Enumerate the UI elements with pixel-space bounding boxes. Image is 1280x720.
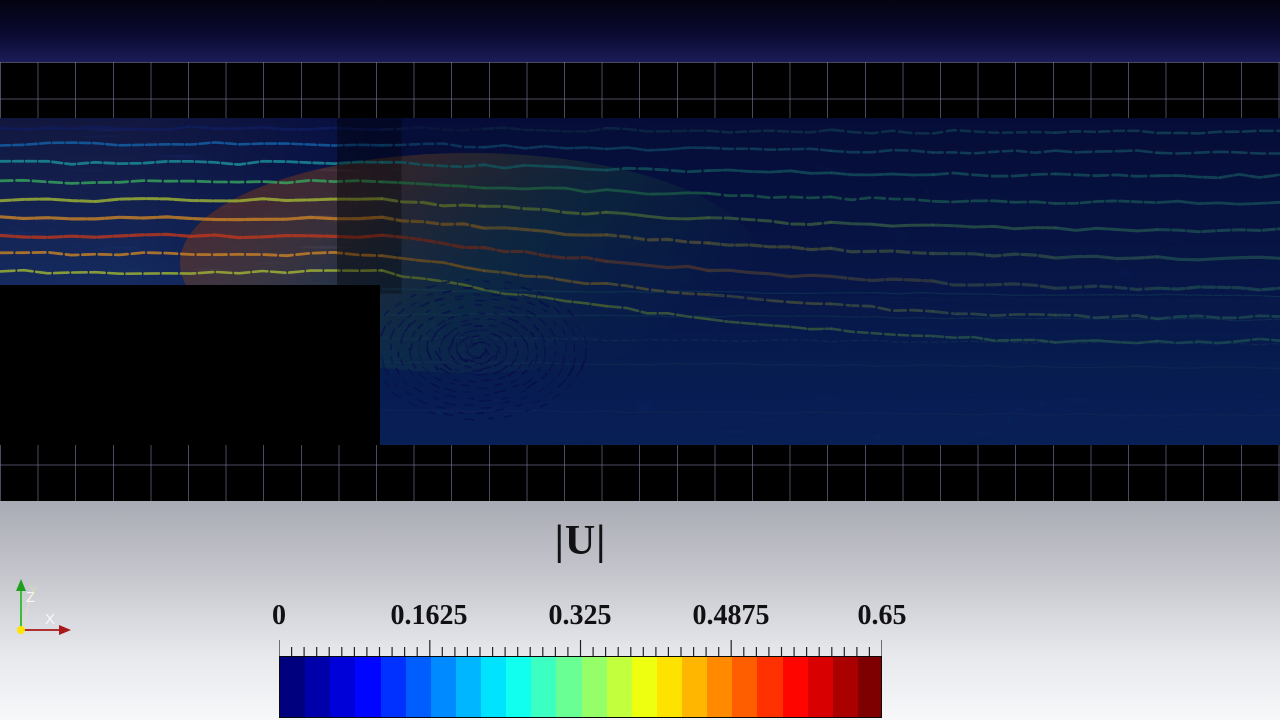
svg-text:Y: Y [29,583,38,598]
svg-text:X: X [45,611,55,628]
